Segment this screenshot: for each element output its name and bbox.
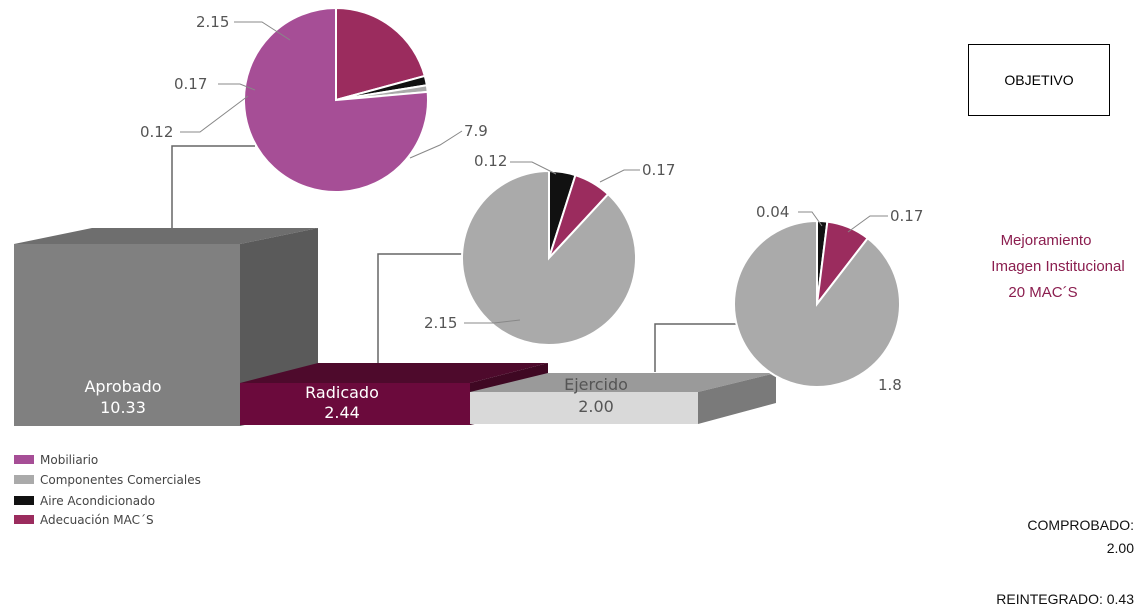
connector-lines [171, 145, 736, 372]
pie-aprobado-label-adecuacion: 2.15 [196, 13, 229, 31]
objective-line-2: Imagen Institucional [991, 258, 1125, 275]
legend-swatch-adecuacion [14, 515, 34, 524]
pie-radicado-slice-componentes [461, 169, 637, 346]
pie-aprobado-slice-mobiliario [243, 6, 429, 193]
legend-swatch-mobiliario [14, 455, 34, 464]
leader-line [847, 215, 888, 233]
pie-ejercido-labels: 0.04 0.17 1.8 [756, 203, 923, 394]
pie-charts [243, 6, 902, 388]
legend-label-adecuacion: Adecuación MAC´S [40, 513, 154, 527]
bar-ejercido [470, 373, 776, 424]
bar-radicado-name: Radicado [305, 383, 379, 402]
bar-ejercido-name: Ejercido [564, 375, 628, 394]
bar-ejercido-front [470, 392, 698, 424]
objective-description: Mejoramiento Imagen Institucional 20 MAC… [968, 228, 1148, 306]
comprobado-block: COMPROBADO: 2.00 [1027, 514, 1134, 560]
leader-line [798, 211, 823, 227]
pie-ejercido-slice-componentes [733, 219, 902, 388]
pie-ejercido-label-componentes: 1.8 [878, 376, 902, 394]
legend-swatch-componentes [14, 475, 34, 484]
legend-label-aire: Aire Acondicionado [40, 494, 155, 508]
legend-swatch-aire [14, 496, 34, 505]
comprobado-label: COMPROBADO: [1027, 517, 1134, 533]
leader-line [180, 95, 249, 133]
leader-line [464, 319, 521, 324]
leader-line [599, 169, 640, 183]
pie-radicado-labels: 0.12 0.17 2.15 [424, 152, 675, 332]
bar-ejercido-value: 2.00 [578, 397, 614, 416]
bar-radicado-front [240, 383, 470, 425]
bar-radicado-top [240, 363, 548, 383]
pie-ejercido-label-adecuacion: 0.17 [890, 207, 923, 225]
legend: Mobiliario Componentes Comerciales Aire … [14, 453, 201, 527]
leader-line [218, 83, 256, 91]
bar-aprobado-top [14, 228, 318, 244]
bar-radicado-value: 2.44 [324, 403, 360, 422]
leader-line [409, 130, 463, 159]
objective-line-1: Mejoramiento [1000, 232, 1092, 249]
comprobado-value: 2.00 [1106, 540, 1134, 556]
objective-label: OBJETIVO [1004, 72, 1074, 88]
legend-label-componentes: Componentes Comerciales [40, 473, 201, 487]
pie-aprobado-labels: 2.15 0.17 0.12 7.9 [140, 13, 488, 159]
pie-aprobado-label-aire: 0.17 [174, 75, 207, 93]
pie-aprobado-slice-adecuacion [335, 6, 427, 102]
bar-aprobado-name: Aprobado [84, 377, 161, 396]
connector-radicado [377, 253, 470, 368]
legend-label-mobiliario: Mobiliario [40, 453, 98, 467]
pie-radicado-label-aire: 0.12 [474, 152, 507, 170]
connector-aprobado [171, 145, 255, 232]
bar-aprobado-front [14, 244, 240, 426]
reintegrado-text: REINTEGRADO: 0.43 [996, 591, 1134, 607]
bar-ejercido-top [470, 373, 776, 392]
pie-ejercido-label-aire: 0.04 [756, 203, 789, 221]
leader-line [234, 21, 291, 41]
connector-ejercido [654, 323, 736, 372]
pie-radicado-label-adecuacion: 0.17 [642, 161, 675, 179]
objective-line-3: 20 MAC´S [1008, 284, 1078, 301]
pie-radicado-label-componentes: 2.15 [424, 314, 457, 332]
bar-aprobado-value: 10.33 [100, 398, 146, 417]
pie-aprobado-label-componentes: 0.12 [140, 123, 173, 141]
leader-line [510, 161, 557, 175]
objective-box: OBJETIVO [968, 44, 1110, 116]
pie-aprobado-label-mobiliario: 7.9 [464, 122, 488, 140]
bar-ejercido-side [698, 373, 776, 424]
